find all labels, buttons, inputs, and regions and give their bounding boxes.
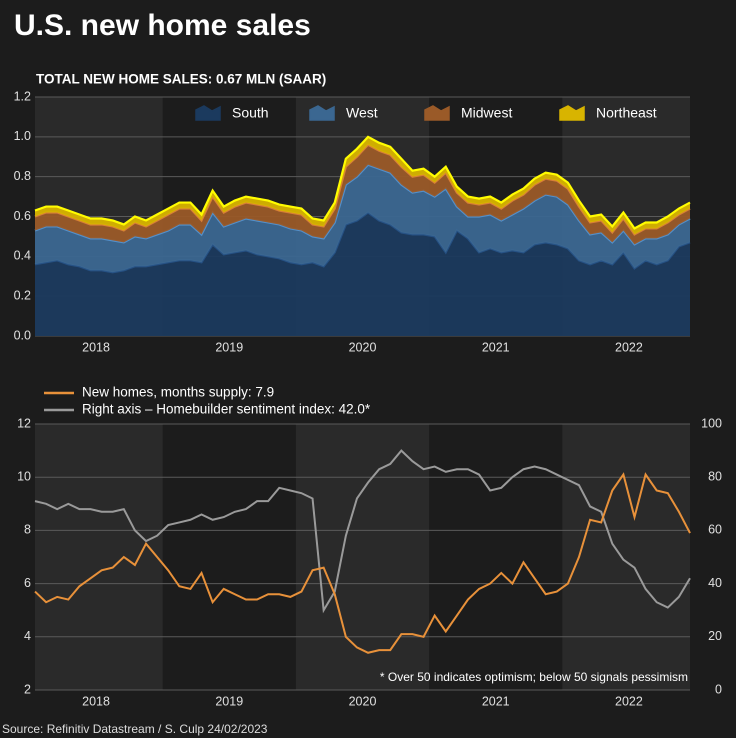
x-tick-label: 2020	[349, 340, 377, 354]
x-tick-label: 2021	[482, 694, 510, 708]
x-tick-label: 2021	[482, 340, 510, 354]
y-tick-label: 12	[17, 416, 31, 430]
page-title: U.S. new home sales	[14, 9, 311, 42]
x-tick-label: 2018	[82, 340, 110, 354]
annotation: * Over 50 indicates optimism; below 50 s…	[380, 670, 688, 684]
y-tick-label: 0.8	[14, 169, 31, 183]
y2-tick-label: 60	[708, 523, 722, 537]
area	[35, 164, 690, 273]
year-band	[562, 424, 690, 690]
y-tick-label: 0.0	[14, 328, 31, 342]
x-tick-label: 2020	[349, 694, 377, 708]
y-tick-label: 6	[24, 576, 31, 590]
line	[34, 472, 691, 654]
legend-swatch	[195, 105, 221, 121]
x-tick-label: 2019	[215, 340, 243, 354]
area	[35, 212, 690, 336]
y-tick-label: 1.2	[14, 89, 31, 103]
legend-label: South	[232, 105, 269, 121]
legend-label: Right axis – Homebuilder sentiment index…	[82, 402, 371, 417]
area-edge	[34, 135, 691, 230]
y-tick-label: 0.4	[14, 249, 31, 263]
x-tick-label: 2022	[615, 340, 643, 354]
y-tick-label: 0.2	[14, 288, 31, 302]
legend-swatch	[424, 105, 450, 121]
legend-label: Northeast	[596, 105, 657, 121]
y-tick-label: 4	[24, 629, 31, 643]
x-tick-label: 2018	[82, 694, 110, 708]
legend-label: Midwest	[461, 105, 512, 121]
areas	[34, 135, 691, 336]
y2-tick-label: 40	[708, 576, 722, 590]
chart-title: TOTAL NEW HOME SALES: 0.67 MLN (SAAR)	[36, 72, 326, 87]
y2-tick-label: 0	[715, 682, 722, 696]
legend-label: West	[346, 105, 378, 121]
y-tick-label: 0.6	[14, 209, 31, 223]
legend-swatch	[309, 105, 335, 121]
y-tick-label: 1.0	[14, 129, 31, 143]
y2-tick-label: 80	[708, 469, 722, 483]
area	[35, 144, 690, 245]
x-tick-label: 2022	[615, 694, 643, 708]
line	[34, 449, 691, 614]
y-tick-label: 10	[17, 469, 31, 483]
y2-tick-label: 100	[701, 416, 722, 430]
y2-tick-label: 20	[708, 629, 722, 643]
legend-label: New homes, months supply: 7.9	[82, 385, 274, 400]
source: Source: Refinitiv Datastream / S. Culp 2…	[2, 722, 268, 736]
legend-swatch	[559, 105, 585, 121]
y-tick-label: 8	[24, 523, 31, 537]
y-tick-label: 2	[24, 682, 31, 696]
x-tick-label: 2019	[215, 694, 243, 708]
year-band	[35, 424, 163, 690]
